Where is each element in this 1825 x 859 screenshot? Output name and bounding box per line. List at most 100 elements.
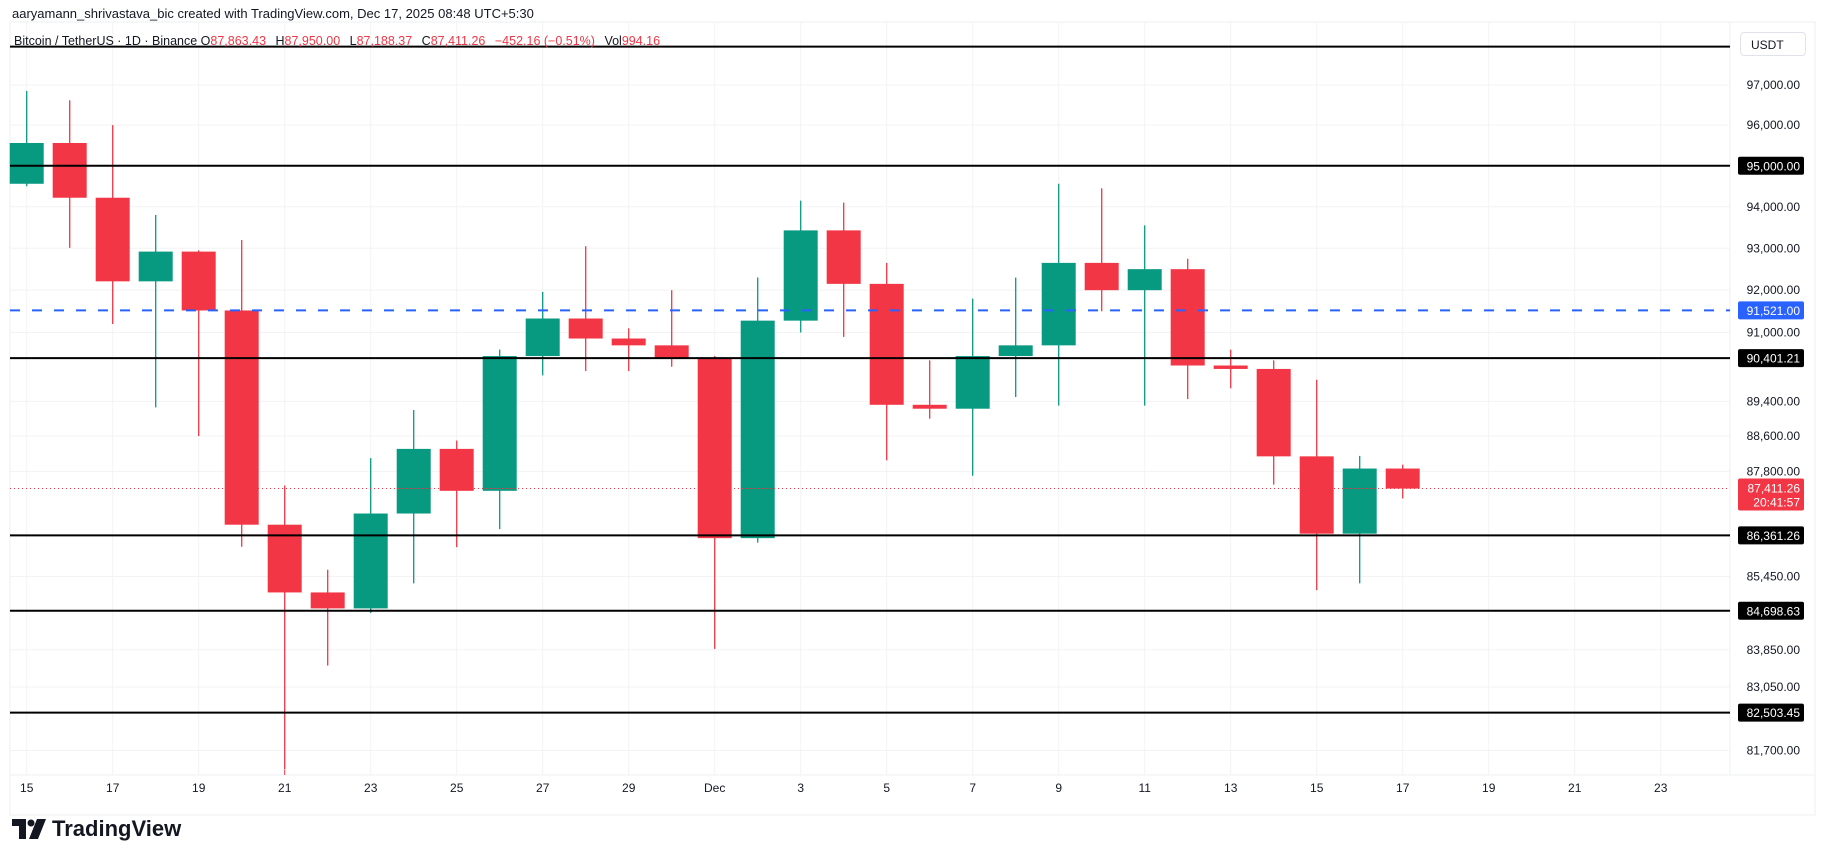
x-tick-label: 15 [1310, 781, 1324, 795]
currency-button[interactable]: USDT [1740, 32, 1806, 56]
candle-down [439, 448, 474, 491]
candle-up [525, 318, 560, 357]
candle-up [353, 513, 388, 609]
ohlc-legend: Bitcoin / TetherUS · 1D · Binance O87,86… [14, 34, 666, 48]
candle-down [1299, 456, 1334, 534]
dashed-level-label: 91,521.00 [1747, 304, 1801, 318]
logo-text: TradingView [52, 816, 182, 841]
candle-up [1127, 269, 1162, 291]
candle-up [998, 345, 1033, 357]
candle-up [9, 142, 44, 184]
y-tick-label: 83,050.00 [1747, 680, 1801, 694]
high-value: 87,950.00 [284, 34, 341, 48]
level-price-label: 82,503.45 [1747, 706, 1801, 720]
level-price-badge [1738, 349, 1804, 368]
open-label: O [200, 34, 211, 48]
level-price-label: 86,361.26 [1747, 529, 1801, 543]
symbol-label[interactable]: Bitcoin / TetherUS · 1D · Binance [14, 34, 198, 48]
level-price-label: 95,000.00 [1747, 159, 1801, 173]
x-tick-label: 7 [969, 781, 976, 795]
chart-frame [9, 21, 1816, 816]
level-price-badge [1738, 156, 1804, 175]
candle-up [138, 251, 173, 282]
x-tick-label: 23 [1654, 781, 1668, 795]
close-value: 87,411.26 [430, 34, 486, 48]
candle-down [826, 230, 861, 284]
close-label: C [421, 34, 431, 48]
y-tick-label: 96,000.00 [1747, 118, 1801, 132]
low-label: L [349, 34, 357, 48]
candle-up [1041, 262, 1076, 346]
y-tick-label: 87,800.00 [1747, 464, 1801, 478]
change-value: −452.16 (−0.51%) [494, 34, 595, 48]
y-tick-label: 89,400.00 [1747, 394, 1801, 408]
level-price-badge [1738, 526, 1804, 545]
x-tick-label: 15 [20, 781, 34, 795]
candle-down [568, 318, 603, 339]
x-tick-label: 13 [1224, 781, 1238, 795]
x-tick-label: 3 [797, 781, 804, 795]
high-label: H [275, 34, 285, 48]
volume-value: 994.16 [621, 34, 661, 48]
last-price-badge [1738, 478, 1804, 511]
candle-down [52, 142, 87, 198]
candle-up [783, 230, 818, 321]
x-tick-label: 17 [1396, 781, 1410, 795]
level-price-label: 90,401.21 [1747, 352, 1801, 366]
y-tick-label: 81,700.00 [1747, 744, 1801, 758]
x-tick-label: 29 [622, 781, 636, 795]
candle-down [611, 338, 646, 346]
level-price-badge [1738, 601, 1804, 620]
candle-down [654, 345, 689, 359]
open-value: 87,863.43 [210, 34, 267, 48]
candle-down [1385, 468, 1420, 489]
volume-label: Vol [604, 34, 622, 48]
y-tick-label: 92,000.00 [1747, 283, 1801, 297]
x-tick-label: 25 [450, 781, 464, 795]
candle-up [740, 320, 775, 539]
candle-up [396, 448, 431, 514]
candle-up [955, 356, 990, 409]
x-tick-label: 5 [883, 781, 890, 795]
x-tick-label: 17 [106, 781, 120, 795]
last-price-label: 87,411.26 [1748, 482, 1801, 496]
y-tick-label: 88,600.00 [1747, 429, 1801, 443]
candle-down [1084, 262, 1119, 291]
bar-countdown-label: 20:41:57 [1753, 496, 1800, 510]
candle-down [310, 592, 345, 609]
level-price-badge [1738, 703, 1804, 722]
x-tick-label: 9 [1055, 781, 1062, 795]
y-tick-label: 83,850.00 [1747, 643, 1801, 657]
x-tick-label: 19 [1482, 781, 1496, 795]
candle-down [1256, 368, 1291, 457]
candle-down [1170, 269, 1205, 366]
candle-down [912, 404, 947, 409]
x-tick-label: 27 [536, 781, 550, 795]
candle-up [1342, 468, 1377, 534]
y-tick-label: 91,000.00 [1747, 326, 1801, 340]
y-tick-label: 85,450.00 [1747, 570, 1801, 584]
candle-down [869, 283, 904, 405]
candle-down [697, 358, 732, 539]
candle-down [1213, 365, 1248, 369]
candle-down [181, 251, 216, 311]
tradingview-logo[interactable]: TradingView [12, 816, 181, 842]
x-tick-label: 21 [1568, 781, 1582, 795]
y-tick-label: 97,000.00 [1747, 78, 1801, 92]
attribution-text: aaryamann_shrivastava_bic created with T… [12, 6, 534, 21]
low-value: 87,188.37 [356, 34, 413, 48]
x-tick-label: 19 [192, 781, 206, 795]
candle-up [482, 356, 517, 491]
x-tick-label: 11 [1138, 781, 1151, 795]
x-tick-label: 21 [278, 781, 292, 795]
level-price-label: 84,698.63 [1747, 604, 1801, 618]
x-tick-label: 23 [364, 781, 378, 795]
candle-down [95, 197, 130, 282]
y-tick-label: 94,000.00 [1747, 200, 1801, 214]
y-tick-label: 93,000.00 [1747, 241, 1801, 255]
tradingview-logo-icon [12, 819, 46, 839]
candle-down [224, 310, 259, 525]
x-tick-label: Dec [704, 781, 725, 795]
dashed-level-badge [1738, 301, 1804, 320]
